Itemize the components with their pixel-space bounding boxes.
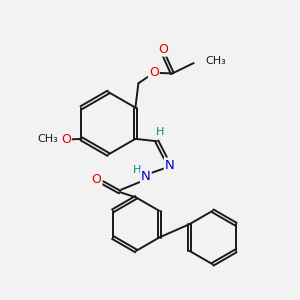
Text: H: H [133, 165, 142, 176]
Text: O: O [92, 173, 101, 186]
Text: O: O [61, 133, 71, 146]
Text: CH₃: CH₃ [37, 134, 58, 144]
Text: N: N [165, 158, 175, 172]
Text: N: N [141, 170, 151, 183]
Text: CH₃: CH₃ [205, 56, 226, 66]
Text: O: O [158, 43, 168, 56]
Text: O: O [149, 66, 159, 80]
Text: H: H [156, 127, 165, 137]
